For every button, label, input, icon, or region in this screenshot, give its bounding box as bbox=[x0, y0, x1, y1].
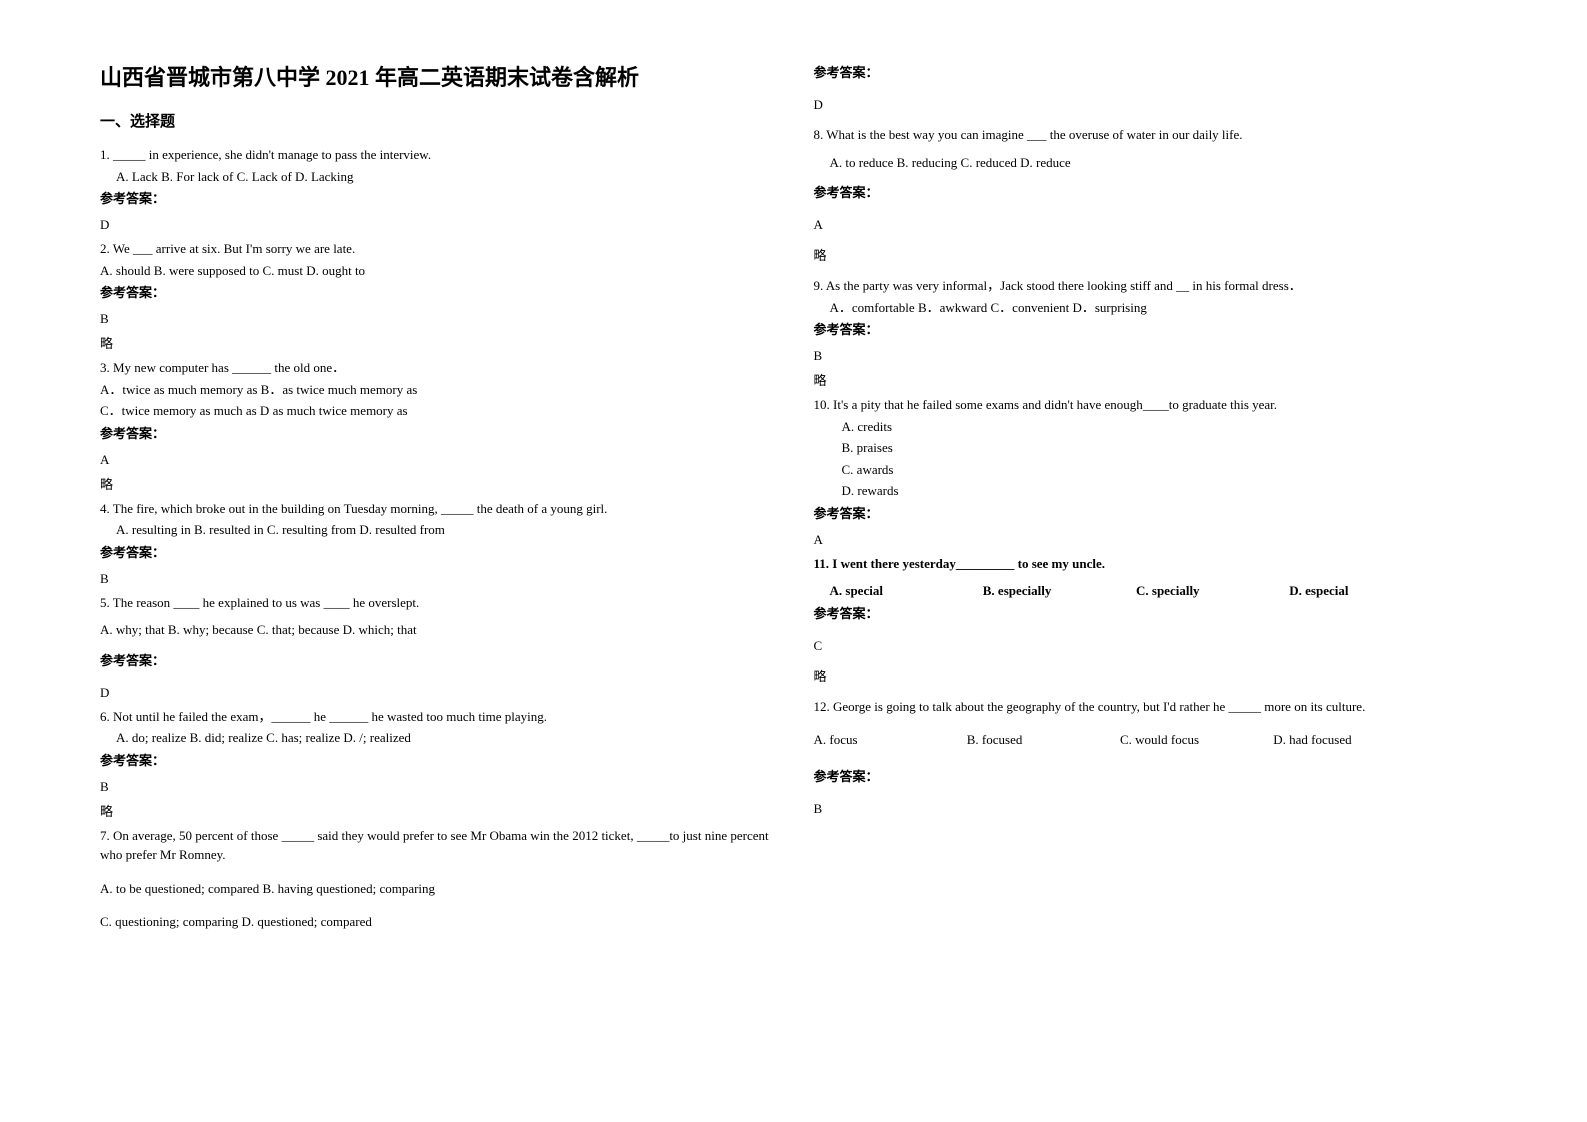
q8-ans-label: 参考答案： bbox=[814, 182, 1488, 201]
q7-opts1: A. to be questioned; compared B. having … bbox=[100, 879, 774, 899]
q5-opts: A. why; that B. why; because C. that; be… bbox=[100, 620, 774, 640]
q5-ans-label: 参考答案： bbox=[100, 650, 774, 669]
q8-ans: A bbox=[814, 217, 1488, 233]
right-column: 参考答案： D 8. What is the best way you can … bbox=[794, 60, 1508, 1062]
q11-ans-label: 参考答案： bbox=[814, 603, 1488, 622]
q11-opts: A. special B. especially C. specially D.… bbox=[830, 581, 1488, 601]
q11-ans: C bbox=[814, 638, 1488, 654]
q11-optB: B. especially bbox=[983, 581, 1133, 601]
q4-ans-label: 参考答案： bbox=[100, 542, 774, 561]
q3-ans-label: 参考答案： bbox=[100, 423, 774, 442]
q1-opts: A. Lack B. For lack of C. Lack of D. Lac… bbox=[116, 167, 774, 187]
q9-ans-label: 参考答案： bbox=[814, 319, 1488, 338]
q12-opts: A. focus B. focused C. would focus D. ha… bbox=[814, 730, 1488, 750]
q6-opts: A. do; realize B. did; realize C. has; r… bbox=[116, 728, 774, 748]
q7-opts2: C. questioning; comparing D. questioned;… bbox=[100, 912, 774, 932]
q11-optC: C. specially bbox=[1136, 581, 1286, 601]
q11-optD: D. especial bbox=[1289, 581, 1439, 601]
q9-opts: A．comfortable B．awkward C．convenient D．s… bbox=[830, 298, 1488, 318]
q4-opts: A. resulting in B. resulted in C. result… bbox=[116, 520, 774, 540]
q11-optA: A. special bbox=[830, 581, 980, 601]
q4-ans: B bbox=[100, 571, 774, 587]
q5-ans: D bbox=[100, 685, 774, 701]
q1-text: 1. _____ in experience, she didn't manag… bbox=[100, 145, 774, 165]
q7-ans-label: 参考答案： bbox=[814, 62, 1488, 81]
q7-text: 7. On average, 50 percent of those _____… bbox=[100, 826, 774, 865]
q12-ans: B bbox=[814, 801, 1488, 817]
q12-optB: B. focused bbox=[967, 730, 1117, 750]
q2-ans-label: 参考答案： bbox=[100, 282, 774, 301]
q9-ans: B bbox=[814, 348, 1488, 364]
q12-optA: A. focus bbox=[814, 730, 964, 750]
doc-title: 山西省晋城市第八中学 2021 年高二英语期末试卷含解析 bbox=[100, 60, 774, 92]
q7-ans: D bbox=[814, 97, 1488, 113]
left-column: 山西省晋城市第八中学 2021 年高二英语期末试卷含解析 一、选择题 1. __… bbox=[80, 60, 794, 1062]
section-label: 一、选择题 bbox=[100, 110, 774, 131]
q10-optB: B. praises bbox=[842, 438, 1488, 458]
q10-ans: A bbox=[814, 532, 1488, 548]
q6-ans: B bbox=[100, 779, 774, 795]
q3-ans: A bbox=[100, 452, 774, 468]
q5-text: 5. The reason ____ he explained to us wa… bbox=[100, 593, 774, 613]
q3-opts2: C．twice memory as much as D as much twic… bbox=[100, 401, 774, 421]
q12-optD: D. had focused bbox=[1273, 730, 1423, 750]
q12-text: 12. George is going to talk about the ge… bbox=[814, 697, 1488, 717]
q8-lue: 略 bbox=[814, 245, 1488, 264]
q6-ans-label: 参考答案： bbox=[100, 750, 774, 769]
q9-lue: 略 bbox=[814, 370, 1488, 389]
q1-ans-label: 参考答案： bbox=[100, 188, 774, 207]
q10-optC: C. awards bbox=[842, 460, 1488, 480]
q12-ans-label: 参考答案： bbox=[814, 766, 1488, 785]
q6-lue: 略 bbox=[100, 801, 774, 820]
q6-text: 6. Not until he failed the exam，______ h… bbox=[100, 707, 774, 727]
q3-opts1: A．twice as much memory as B．as twice muc… bbox=[100, 380, 774, 400]
q3-lue: 略 bbox=[100, 474, 774, 493]
q11-text: 11. I went there yesterday_________ to s… bbox=[814, 554, 1488, 574]
q9-text: 9. As the party was very informal，Jack s… bbox=[814, 276, 1488, 296]
q2-text: 2. We ___ arrive at six. But I'm sorry w… bbox=[100, 239, 774, 259]
q2-opts: A. should B. were supposed to C. must D.… bbox=[100, 261, 774, 281]
q10-ans-label: 参考答案： bbox=[814, 503, 1488, 522]
q11-lue: 略 bbox=[814, 666, 1488, 685]
q2-ans: B bbox=[100, 311, 774, 327]
q10-optD: D. rewards bbox=[842, 481, 1488, 501]
q8-text: 8. What is the best way you can imagine … bbox=[814, 125, 1488, 145]
q8-opts: A. to reduce B. reducing C. reduced D. r… bbox=[830, 153, 1488, 173]
q12-optC: C. would focus bbox=[1120, 730, 1270, 750]
q10-optA: A. credits bbox=[842, 417, 1488, 437]
q3-text: 3. My new computer has ______ the old on… bbox=[100, 358, 774, 378]
q1-ans: D bbox=[100, 217, 774, 233]
q4-text: 4. The fire, which broke out in the buil… bbox=[100, 499, 774, 519]
q2-lue: 略 bbox=[100, 333, 774, 352]
q10-text: 10. It's a pity that he failed some exam… bbox=[814, 395, 1488, 415]
